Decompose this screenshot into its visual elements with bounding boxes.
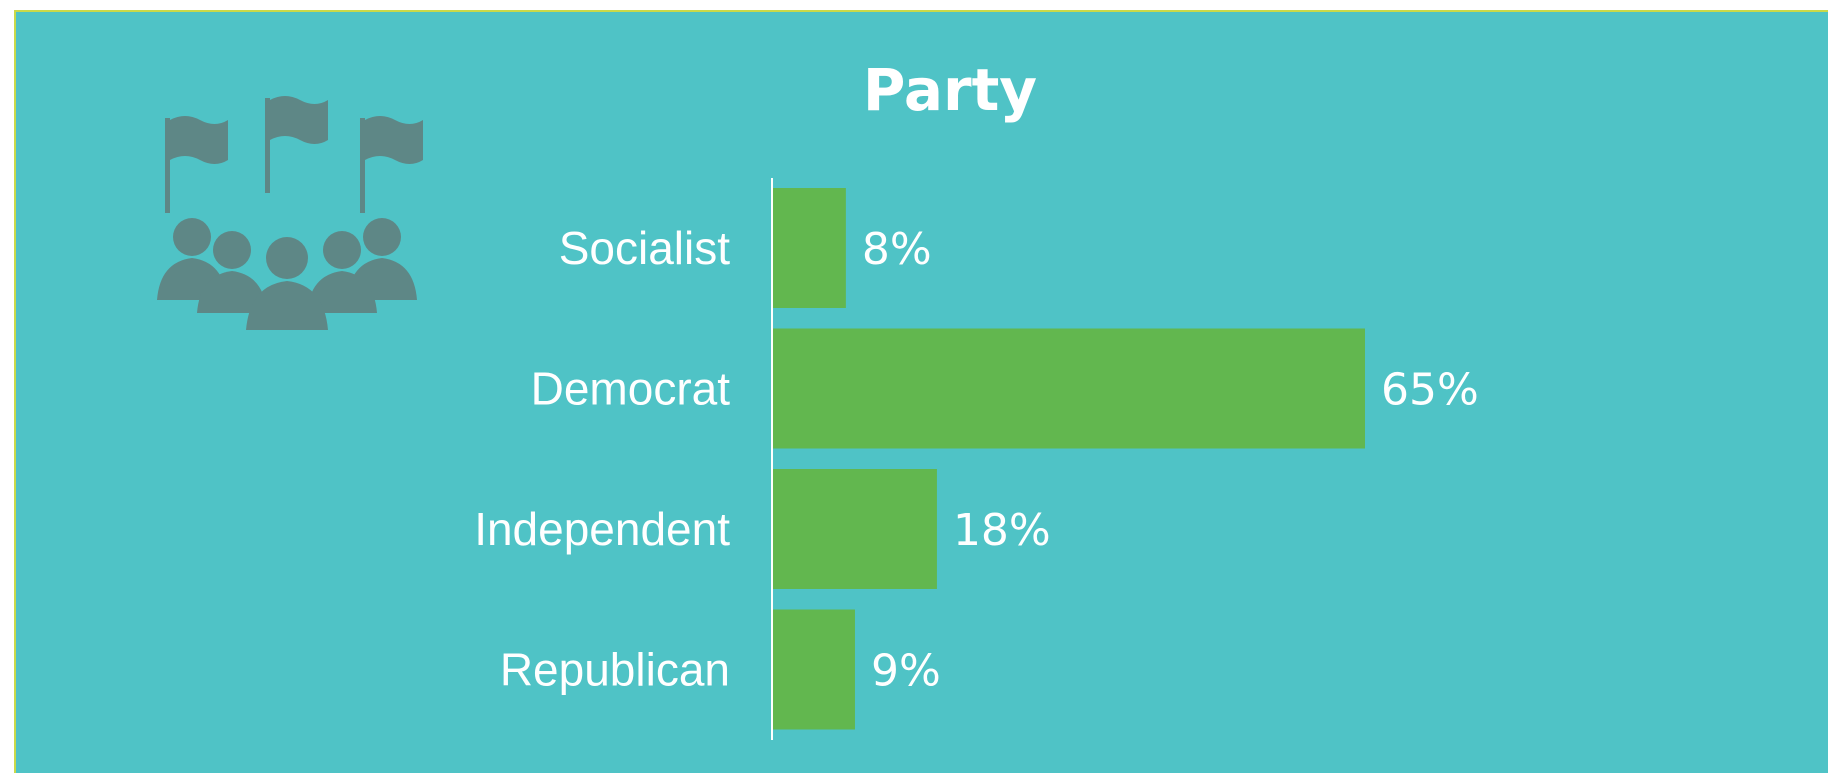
chart-panel: [14, 10, 1828, 773]
category-label-socialist: Socialist: [559, 222, 731, 274]
value-label-independent: 18%: [953, 505, 1051, 556]
category-label-republican: Republican: [500, 644, 730, 696]
party-crowd-with-flags-icon: [157, 96, 423, 330]
category-label-independent: Independent: [474, 503, 730, 555]
bar-independent: [773, 469, 937, 589]
category-label-democrat: Democrat: [531, 363, 731, 415]
bar-republican: [773, 609, 855, 730]
bar-socialist: [773, 188, 846, 308]
value-label-republican: 9%: [871, 646, 941, 697]
value-label-democrat: 65%: [1381, 365, 1479, 416]
chart-title: Party: [863, 56, 1037, 124]
value-label-socialist: 8%: [862, 224, 932, 275]
bar-democrat: [773, 328, 1365, 449]
